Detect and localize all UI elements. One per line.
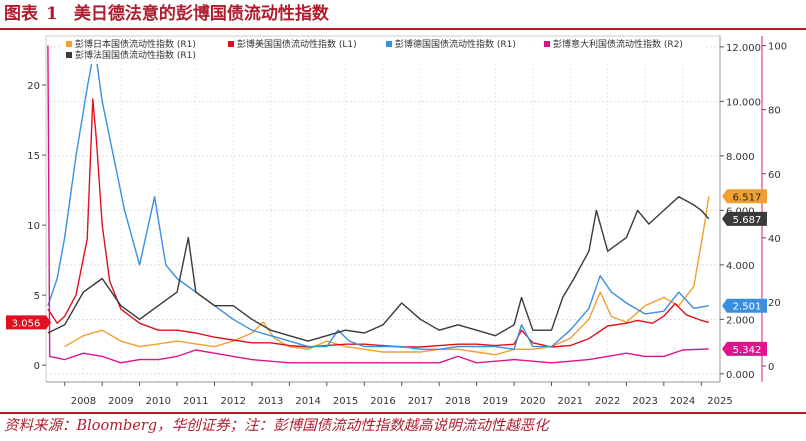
end-labels: 6.517 5.687 2.501 3.056 5.342 bbox=[6, 189, 767, 356]
right1-tick-label: 2.000 bbox=[726, 315, 755, 326]
legend-background bbox=[60, 38, 706, 64]
figure-label: 图表 bbox=[4, 4, 38, 24]
right2-tick-label: 0 bbox=[768, 362, 774, 373]
x-tick-label: 2023 bbox=[632, 396, 657, 407]
legend-swatch bbox=[228, 41, 234, 47]
right1-tick-label: 8.000 bbox=[726, 152, 755, 163]
end-label-text: 5.342 bbox=[733, 345, 762, 356]
chart-area: 0 5 10 15 20 0.000 2.000 4.000 6.000 8.000 10.000 1… bbox=[0, 32, 806, 412]
series-line-0 bbox=[64, 196, 710, 356]
legend-swatch bbox=[66, 41, 72, 47]
figure-title-text: 美日德法意的彭博国债流动性指数 bbox=[73, 4, 329, 24]
end-label: 3.056 bbox=[6, 315, 51, 330]
source-rule bbox=[0, 412, 806, 414]
end-label-box bbox=[722, 341, 767, 356]
end-label: 2.501 bbox=[722, 298, 767, 313]
end-label: 6.517 bbox=[722, 189, 767, 204]
end-label: 5.342 bbox=[722, 341, 767, 356]
x-tick-label: 2016 bbox=[370, 396, 395, 407]
left-tick-label: 10 bbox=[27, 221, 40, 232]
axes: 0 5 10 15 20 0.000 2.000 4.000 6.000 8.000 10.000 1… bbox=[27, 36, 787, 407]
x-tick-label: 2017 bbox=[408, 396, 433, 407]
legend: 彭博日本国债流动性指数 (R1) 彭博美国国债流动性指数 (L1) 彭博德国国债流动… bbox=[60, 38, 706, 64]
x-tick-label: 2015 bbox=[333, 396, 358, 407]
source-note: 资料来源：Bloomberg，华创证券；注：彭博国债流动性指数越高说明流动性越恶… bbox=[4, 418, 549, 434]
end-label-text: 3.056 bbox=[12, 318, 41, 329]
legend-swatch bbox=[544, 41, 550, 47]
end-label-text: 6.517 bbox=[733, 192, 762, 203]
right2-tick-label: 80 bbox=[768, 106, 781, 117]
x-tick-label: 2022 bbox=[595, 396, 620, 407]
x-tick-label: 2021 bbox=[557, 396, 582, 407]
legend-label: 彭博美国国债流动性指数 (L1) bbox=[237, 38, 357, 50]
right2-tick-label: 20 bbox=[768, 298, 781, 309]
end-label-text: 2.501 bbox=[733, 302, 762, 313]
title-rule bbox=[0, 28, 806, 30]
legend-label: 彭博法国国债流动性指数 (R1) bbox=[75, 49, 196, 61]
end-label-box bbox=[722, 211, 767, 226]
series-line-1 bbox=[47, 98, 709, 348]
x-tick-label: 2024 bbox=[670, 396, 695, 407]
legend-swatch bbox=[66, 52, 72, 58]
x-tick-label: 2010 bbox=[146, 396, 171, 407]
legend-label: 彭博德国国债流动性指数 (R1) bbox=[395, 38, 516, 50]
legend-label: 彭博日本国债流动性指数 (R1) bbox=[75, 38, 196, 50]
left-tick-label: 5 bbox=[34, 291, 40, 302]
legend-swatch bbox=[386, 41, 392, 47]
x-tick-label: 2008 bbox=[71, 396, 96, 407]
end-label-text: 5.687 bbox=[733, 215, 762, 226]
series-line-3 bbox=[47, 45, 709, 364]
x-tick-label: 2012 bbox=[220, 396, 245, 407]
x-tick-label: 2020 bbox=[520, 396, 545, 407]
liquidity-index-chart: 0 5 10 15 20 0.000 2.000 4.000 6.000 8.000 10.000 1… bbox=[6, 35, 787, 407]
x-tick-label: 2013 bbox=[258, 396, 283, 407]
x-tick-label: 2009 bbox=[108, 396, 133, 407]
x-tick-label: 2011 bbox=[183, 396, 208, 407]
right2-tick-label: 60 bbox=[768, 170, 781, 181]
series-line-4 bbox=[47, 196, 710, 342]
right2-tick-label: 40 bbox=[768, 234, 781, 245]
x-tick-label: 2014 bbox=[295, 396, 320, 407]
end-label-box bbox=[722, 298, 767, 313]
series-lines bbox=[47, 45, 710, 364]
x-tick-label: 2019 bbox=[483, 396, 508, 407]
figure-number: 1 bbox=[46, 4, 58, 24]
end-label: 5.687 bbox=[722, 211, 767, 226]
x-tick-label: 2025 bbox=[707, 396, 732, 407]
right2-tick-label: 100 bbox=[768, 42, 787, 53]
right1-tick-label: 6.000 bbox=[726, 206, 755, 217]
left-tick-label: 20 bbox=[27, 81, 40, 92]
right1-tick-label: 4.000 bbox=[726, 261, 755, 272]
right1-tick-label: 0.000 bbox=[726, 370, 755, 381]
x-tick-label: 2018 bbox=[445, 396, 470, 407]
series-line-2 bbox=[47, 46, 709, 350]
end-label-box bbox=[6, 315, 51, 330]
end-label-box bbox=[722, 189, 767, 204]
figure-title: 图表 1 美日德法意的彭博国债流动性指数 bbox=[0, 0, 806, 28]
left-tick-label: 0 bbox=[34, 361, 40, 372]
left-tick-label: 15 bbox=[27, 151, 40, 162]
right1-tick-label: 12.000 bbox=[726, 43, 761, 54]
legend-label: 彭博意大利国债流动性指数 (R2) bbox=[553, 38, 683, 50]
right1-tick-label: 10.000 bbox=[726, 97, 761, 108]
